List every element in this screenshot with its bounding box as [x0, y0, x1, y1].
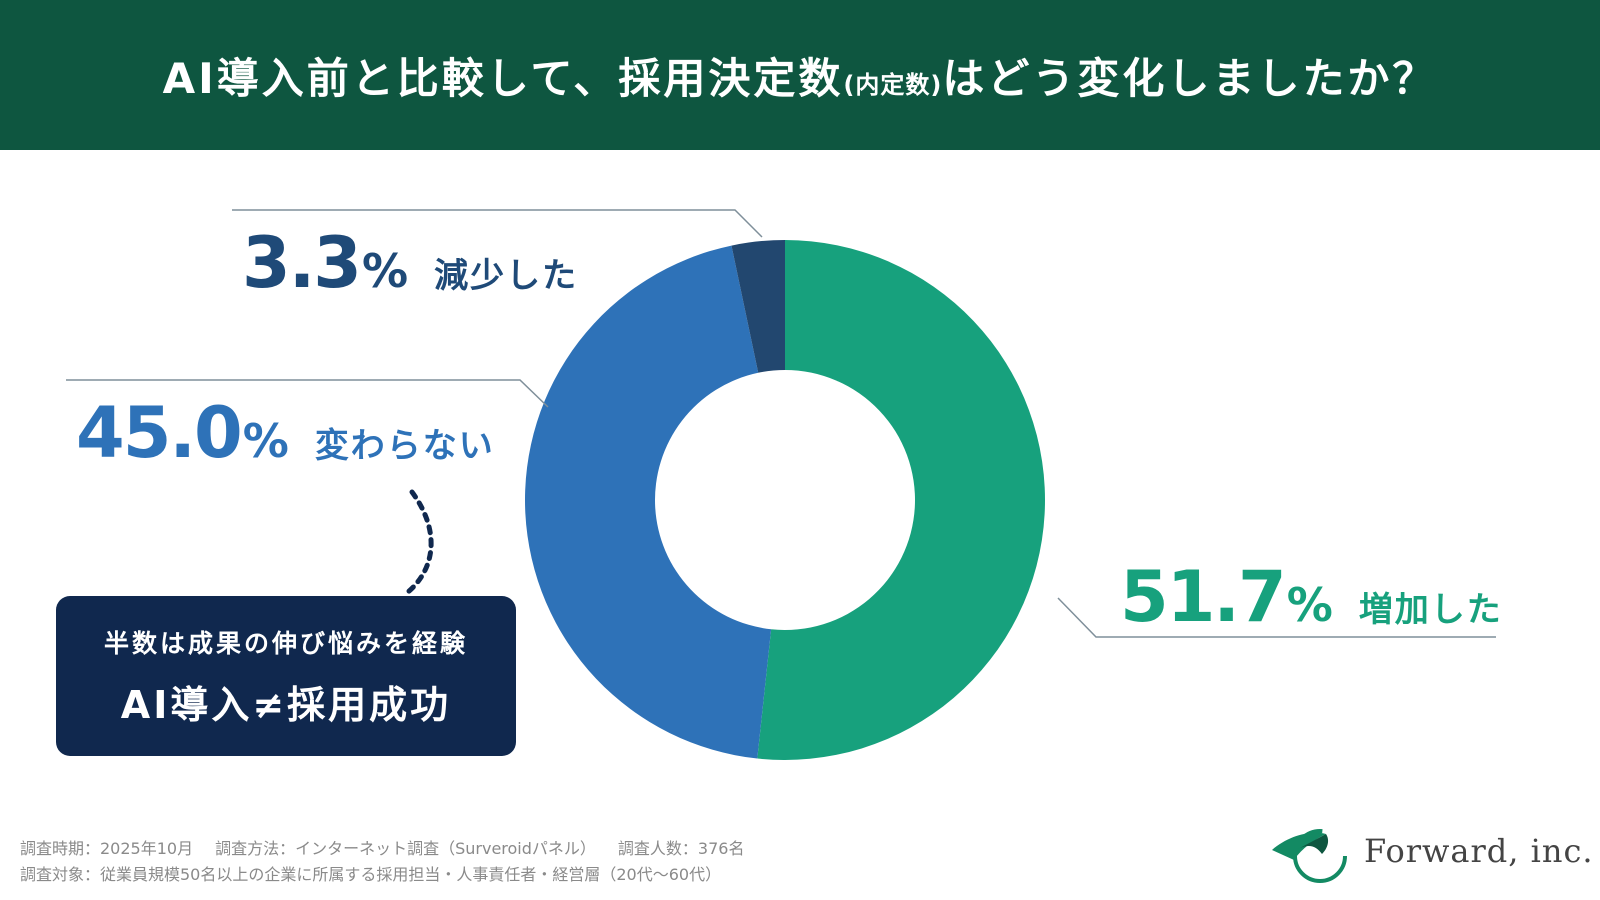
- dotted-connector: [405, 489, 434, 595]
- callout-box: 半数は成果の伸び悩みを経験 AI導入≠採用成功: [56, 596, 516, 756]
- survey-target: 調査対象：従業員規模50名以上の企業に所属する採用担当・人事責任者・経営層（20…: [20, 865, 722, 884]
- company-logo: Forward, inc.: [1270, 820, 1593, 890]
- callout-subtitle: 半数は成果の伸び悩みを経験: [103, 629, 468, 658]
- page-title: AI導入前と比較して、採用決定数(内定数)はどう変化しましたか？: [163, 45, 1438, 106]
- percent-sign-decrease: %: [362, 244, 409, 298]
- leader-line-same: [66, 379, 549, 408]
- survey-method: 調査方法：インターネット調査（Surveroidパネル）: [215, 839, 596, 858]
- header-bar: AI導入前と比較して、採用決定数(内定数)はどう変化しましたか？: [0, 0, 1600, 150]
- category-label-decrease: 減少した: [434, 256, 579, 296]
- slice-same: [524, 245, 772, 759]
- value-label-decrease: 3.3: [242, 222, 362, 304]
- slice-increase: [757, 240, 1045, 760]
- slice-decrease: [731, 240, 785, 373]
- survey-count: 調査人数：376名: [617, 839, 745, 858]
- logo-text: Forward, inc.: [1364, 832, 1594, 870]
- leader-line-increase: [1057, 597, 1496, 638]
- survey-info-line-2: 調査対象：従業員規模50名以上の企業に所属する採用担当・人事責任者・経営層（20…: [20, 861, 721, 885]
- leader-line-decrease: [232, 209, 763, 238]
- slice-label-same: 45.0% 変わらない: [76, 392, 495, 474]
- title-main: AI導入前と比較して、採用決定数: [162, 53, 844, 103]
- survey-info-line-1: 調査時期：2025年10月 調査方法：インターネット調査（Surveroidパネル…: [20, 835, 744, 859]
- title-paren: (内定数): [843, 70, 943, 99]
- forward-leaf-logo-icon: [1272, 829, 1347, 883]
- category-label-increase: 増加した: [1358, 590, 1503, 630]
- percent-sign-increase: %: [1286, 578, 1333, 632]
- percent-sign-same: %: [242, 414, 289, 468]
- survey-period: 調査時期：2025年10月: [20, 839, 194, 858]
- slice-label-increase: 51.7% 増加した: [1120, 556, 1503, 638]
- callout-main-text: AI導入≠採用成功: [120, 683, 452, 727]
- value-label-increase: 51.7: [1120, 556, 1287, 638]
- slice-label-decrease: 3.3% 減少した: [242, 222, 578, 304]
- title-end: はどう変化しましたか？: [942, 53, 1438, 103]
- value-label-same: 45.0: [76, 392, 243, 474]
- category-label-same: 変わらない: [314, 426, 495, 466]
